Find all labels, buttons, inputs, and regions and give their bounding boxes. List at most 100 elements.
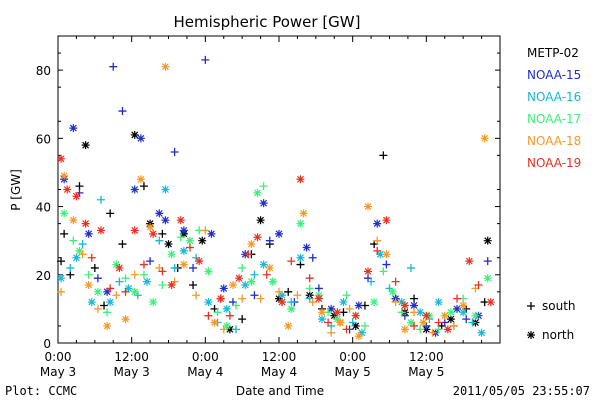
data-point-north bbox=[354, 332, 363, 341]
data-point-south bbox=[434, 325, 443, 334]
data-point-south bbox=[275, 287, 283, 296]
data-point-south bbox=[296, 260, 305, 269]
data-point-north bbox=[84, 229, 93, 238]
data-point-north bbox=[179, 226, 188, 235]
data-point-south bbox=[90, 263, 99, 272]
data-point-south bbox=[213, 308, 222, 317]
data-point-north bbox=[268, 277, 277, 286]
data-point-north bbox=[195, 257, 204, 266]
data-point-south bbox=[468, 318, 477, 327]
series-noaa-19 bbox=[57, 154, 495, 334]
data-point-south bbox=[139, 270, 148, 279]
data-point-north bbox=[382, 216, 391, 225]
data-point-north bbox=[259, 199, 268, 208]
data-point-south bbox=[324, 318, 333, 327]
legend-marker-label: north bbox=[542, 328, 574, 342]
y-tick-label: 60 bbox=[36, 132, 51, 146]
data-point-north bbox=[167, 281, 176, 290]
data-point-north bbox=[72, 192, 81, 201]
data-point-south bbox=[100, 301, 109, 310]
data-point-north bbox=[357, 328, 366, 337]
data-point-north bbox=[87, 298, 96, 307]
data-point-south bbox=[118, 240, 127, 249]
data-point-south bbox=[57, 287, 66, 296]
data-point-north bbox=[416, 308, 425, 317]
data-point-north bbox=[149, 298, 158, 307]
data-point-north bbox=[336, 318, 345, 327]
data-point-south bbox=[345, 304, 354, 313]
data-point-south bbox=[103, 308, 112, 317]
y-axis: 0 20 40 60 80 bbox=[36, 52, 500, 351]
data-point-north bbox=[176, 216, 185, 225]
data-point-south bbox=[201, 55, 210, 64]
series-noaa-16 bbox=[57, 185, 486, 337]
data-point-south bbox=[428, 328, 437, 337]
data-point-north bbox=[406, 318, 415, 327]
data-point-north bbox=[247, 240, 256, 249]
data-point-south bbox=[225, 311, 234, 320]
data-point-south bbox=[115, 277, 124, 286]
data-point-south bbox=[259, 182, 268, 191]
data-point-south bbox=[176, 233, 185, 242]
data-point-south bbox=[96, 195, 105, 204]
data-point-north bbox=[388, 287, 397, 296]
data-point-north bbox=[483, 274, 492, 283]
data-points bbox=[57, 55, 495, 341]
data-point-south bbox=[57, 257, 66, 266]
data-point-south bbox=[416, 325, 425, 334]
data-point-north bbox=[161, 216, 170, 225]
data-point-north bbox=[146, 223, 155, 232]
data-point-south bbox=[118, 107, 127, 116]
data-point-north bbox=[143, 277, 152, 286]
data-point-north bbox=[453, 304, 462, 313]
data-point-north bbox=[446, 308, 455, 317]
data-point-north bbox=[459, 301, 468, 310]
data-point-north bbox=[354, 301, 363, 310]
data-point-south bbox=[155, 236, 164, 245]
y-tick-label: 40 bbox=[36, 201, 51, 215]
data-point-north bbox=[69, 124, 78, 133]
data-point-north bbox=[103, 321, 112, 330]
data-point-north bbox=[480, 134, 489, 143]
footer-timestamp: 2011/05/05 23:55:07 bbox=[453, 384, 590, 398]
data-point-north bbox=[256, 216, 265, 225]
data-point-north bbox=[185, 236, 194, 245]
data-point-north bbox=[247, 277, 256, 286]
data-point-north bbox=[330, 311, 339, 320]
legend-entry: NOAA-15 bbox=[527, 68, 581, 82]
data-point-south bbox=[379, 267, 388, 276]
data-point-north bbox=[57, 274, 66, 283]
data-point-north bbox=[136, 134, 145, 143]
data-point-north bbox=[124, 284, 133, 293]
data-point-north bbox=[314, 294, 323, 303]
data-point-north bbox=[69, 216, 78, 225]
data-point-south bbox=[265, 236, 274, 245]
x-tick-time: 0:00 bbox=[45, 350, 72, 364]
data-point-south bbox=[238, 315, 247, 324]
data-point-north bbox=[296, 219, 305, 228]
data-point-north bbox=[235, 274, 244, 283]
data-point-south bbox=[327, 328, 336, 337]
data-point-north bbox=[103, 287, 112, 296]
data-point-north bbox=[265, 263, 274, 272]
data-point-north bbox=[149, 229, 158, 238]
data-point-south bbox=[262, 270, 271, 279]
data-point-north bbox=[253, 233, 262, 242]
legend-entry: NOAA-19 bbox=[527, 156, 581, 170]
x-tick-time: 12:00 bbox=[409, 350, 444, 364]
data-point-south bbox=[379, 151, 388, 160]
y-tick-label: 0 bbox=[43, 337, 51, 351]
data-point-south bbox=[293, 291, 302, 300]
chart-title: Hemispheric Power [GW] bbox=[174, 13, 361, 31]
data-point-north bbox=[419, 318, 428, 327]
data-point-south bbox=[232, 301, 241, 310]
data-point-north bbox=[284, 321, 293, 330]
data-point-south bbox=[410, 294, 419, 303]
data-point-north bbox=[364, 267, 373, 276]
data-point-north bbox=[486, 298, 495, 307]
legend-entry: NOAA-18 bbox=[527, 134, 581, 148]
data-point-north bbox=[333, 315, 342, 324]
data-point-north bbox=[60, 171, 69, 180]
data-point-north bbox=[81, 219, 90, 228]
